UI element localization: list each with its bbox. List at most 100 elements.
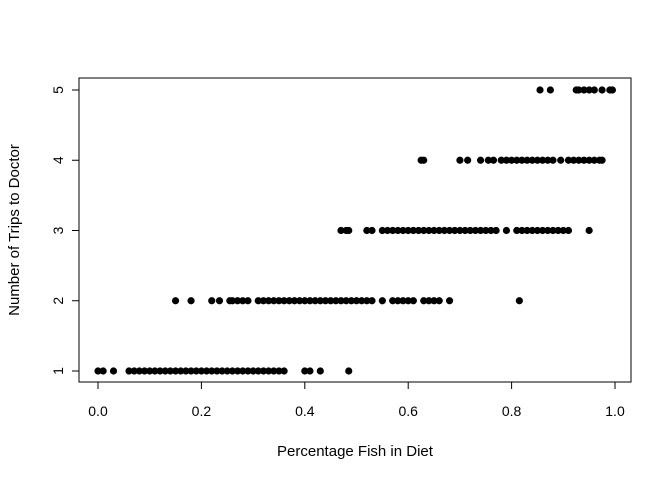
data-point: [383, 226, 392, 235]
data-point: [140, 367, 149, 375]
data-point: [125, 367, 133, 375]
data-point: [306, 367, 314, 375]
data-point: [430, 226, 438, 235]
data-point: [135, 367, 143, 375]
data-point: [590, 156, 598, 164]
data-point: [466, 226, 474, 235]
data-point: [233, 367, 242, 375]
data-point: [394, 297, 402, 305]
data-point: [528, 156, 536, 164]
data-point: [464, 156, 472, 164]
data-point: [394, 226, 402, 235]
data-point: [445, 297, 454, 305]
data-point: [254, 367, 262, 375]
data-point: [363, 297, 371, 305]
data-point: [554, 226, 562, 235]
data-point: [502, 156, 511, 164]
data-point: [270, 367, 278, 375]
data-point: [425, 297, 433, 305]
data-point: [549, 156, 557, 164]
data-point: [301, 367, 309, 375]
data-point: [345, 226, 353, 235]
data-point: [528, 226, 536, 235]
data-point: [533, 226, 542, 235]
data-point: [182, 367, 190, 375]
y-tick-label: 1: [50, 367, 66, 375]
data-point: [311, 297, 319, 305]
data-point: [539, 226, 547, 235]
data-point: [557, 156, 565, 164]
data-point: [575, 86, 583, 94]
data-point: [368, 297, 376, 305]
data-point: [482, 226, 490, 235]
data-point: [187, 297, 195, 305]
data-point: [342, 297, 350, 305]
data-point: [564, 226, 573, 235]
data-point: [345, 367, 353, 375]
data-point: [358, 297, 366, 305]
data-point: [414, 226, 423, 235]
data-point: [352, 297, 361, 305]
data-point: [451, 226, 459, 235]
data-point: [265, 297, 273, 305]
data-point: [228, 297, 237, 305]
data-point: [399, 226, 407, 235]
data-point: [404, 297, 412, 305]
x-tick-label: 0.0: [88, 403, 108, 419]
data-point: [171, 297, 180, 305]
data-point: [425, 226, 433, 235]
data-point: [316, 297, 324, 305]
data-point: [130, 367, 138, 375]
data-point: [239, 297, 247, 305]
data-point: [513, 226, 521, 235]
data-point: [228, 367, 237, 375]
data-point: [549, 226, 557, 235]
data-point: [536, 86, 544, 94]
x-tick-label: 0.2: [192, 403, 212, 419]
data-point: [440, 226, 448, 235]
data-point: [197, 367, 205, 375]
data-point: [598, 156, 606, 164]
data-point: [171, 367, 180, 375]
data-point: [585, 156, 593, 164]
data-point: [213, 367, 221, 375]
data-point: [476, 226, 485, 235]
data-point: [580, 156, 588, 164]
data-point: [399, 297, 407, 305]
data-point: [564, 156, 573, 164]
y-axis: 1 2 3 4 5: [50, 86, 80, 375]
data-point: [218, 367, 226, 375]
x-tick-label: 0.6: [398, 403, 418, 419]
x-axis-label: Percentage Fish in Diet: [277, 443, 434, 460]
data-point: [239, 367, 247, 375]
y-tick-label: 5: [50, 86, 66, 94]
data-point: [378, 226, 386, 235]
data-point: [280, 297, 288, 305]
data-point: [94, 367, 102, 375]
data-point: [99, 367, 107, 375]
data-point: [275, 297, 283, 305]
data-point: [187, 367, 195, 375]
data-point: [337, 297, 345, 305]
data-point: [208, 297, 216, 305]
data-point: [409, 226, 417, 235]
data-point: [378, 297, 386, 305]
data-point: [461, 226, 469, 235]
data-point: [435, 297, 443, 305]
data-point: [166, 367, 174, 375]
data-point: [109, 367, 118, 375]
data-point: [192, 367, 200, 375]
data-point: [244, 367, 252, 375]
data-point: [497, 156, 505, 164]
data-point: [539, 156, 547, 164]
data-point: [363, 226, 371, 235]
data-point: [265, 367, 273, 375]
data-point: [156, 367, 164, 375]
data-point: [389, 226, 397, 235]
data-point: [244, 297, 252, 305]
data-point: [146, 367, 154, 375]
data-point: [471, 226, 480, 235]
data-point: [544, 226, 552, 235]
data-point: [523, 156, 531, 164]
